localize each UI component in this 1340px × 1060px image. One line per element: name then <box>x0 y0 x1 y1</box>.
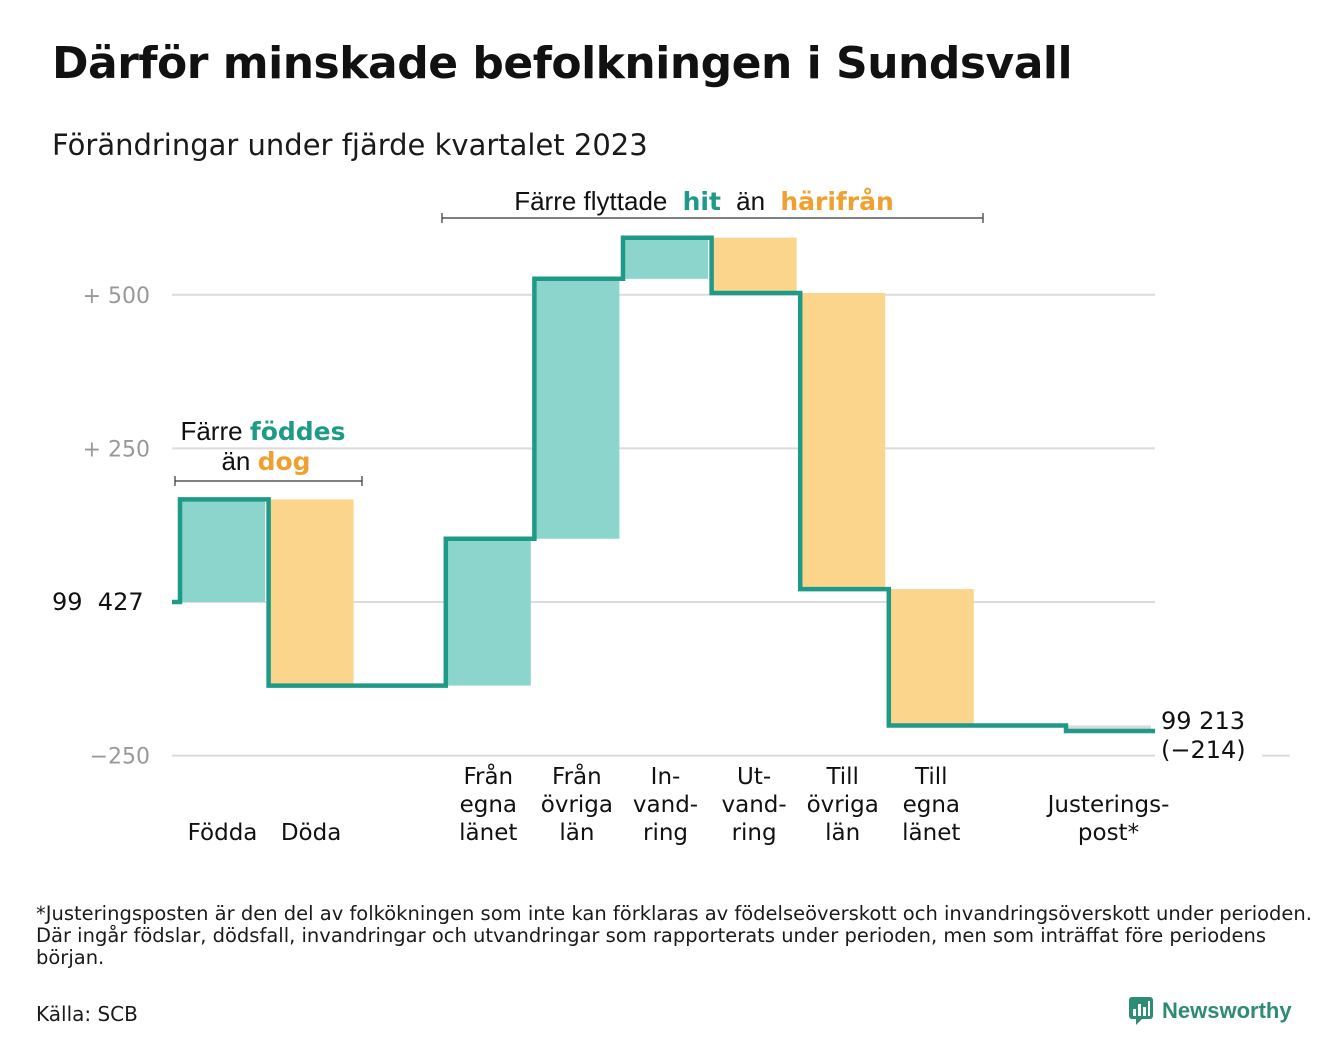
bar-10 <box>1066 725 1151 732</box>
category-label-3-1: egna <box>460 792 517 818</box>
category-label-8-0: Till <box>914 764 948 790</box>
category-label-6-2: ring <box>732 820 777 846</box>
bar-1 <box>268 499 354 686</box>
category-label-8-1: egna <box>903 792 960 818</box>
migration-annotation-orange: härifrån <box>780 187 893 216</box>
bar-8 <box>888 589 974 726</box>
source-label: Källa: SCB <box>36 1002 138 1026</box>
category-label-3-2: länet <box>459 820 517 846</box>
migration-annotation-prefix: Färre flyttade <box>514 186 667 216</box>
births-annotation-prefix: Färre <box>180 416 242 446</box>
bar-6 <box>711 237 797 293</box>
label-layer: Födda DödaFrånegnalänetFrånövrigalänIn-va… <box>188 762 1170 846</box>
category-label-7-0: Till <box>825 764 859 790</box>
bar-5 <box>623 237 708 279</box>
svg-text:Färre föddes: Färre föddes <box>180 416 345 446</box>
bar-7 <box>800 292 886 590</box>
category-label-8-2: länet <box>902 820 960 846</box>
line-layer <box>172 235 1155 734</box>
category-label-5-0: In- <box>651 764 681 790</box>
category-label-5-2: ring <box>643 820 688 846</box>
category-label-7-2: län <box>825 820 860 846</box>
births-deaths-annotation: Färre föddes än dog <box>174 416 363 486</box>
y-tick-label-1: + 250 <box>83 437 150 462</box>
y-tick-label-3: −250 <box>90 745 150 770</box>
category-label-6-1: vand- <box>722 792 787 818</box>
y-tick-label-0: + 500 <box>83 284 150 309</box>
page-title: Därför minskade befolkningen i Sundsvall <box>52 38 1073 89</box>
footnote: *Justeringsposten är den del av folkökni… <box>36 902 1312 969</box>
category-label-4-1: övriga <box>541 792 613 818</box>
svg-text:än dog: än dog <box>221 446 310 476</box>
tick-layer: + 500 + 250 −250 <box>83 284 150 770</box>
category-label-5-1: vand- <box>633 792 698 818</box>
migration-annotation-middle: än <box>736 186 765 216</box>
end-value-label: 99 213 <box>1161 707 1245 735</box>
category-label-10-0: Justerings- <box>1046 792 1170 818</box>
end-change-label: (−214) <box>1161 736 1246 764</box>
bar-4 <box>534 278 620 539</box>
bar-layer <box>180 237 1151 732</box>
cumulative-step-line <box>172 235 1155 734</box>
category-label-6-0: Ut- <box>737 764 771 790</box>
category-label-0-0: Födda <box>188 820 258 846</box>
waterfall-chart: + 500+ 250−250 Födda DödaFrånegnalänetFrå… <box>52 186 1290 846</box>
deaths-annotation-prefix: än <box>221 446 250 476</box>
bar-chart-logo-icon <box>1129 997 1153 1025</box>
category-label-4-0: Från <box>552 762 602 790</box>
category-label-7-1: övriga <box>807 792 879 818</box>
migration-annotation-green: hit <box>683 187 721 216</box>
deaths-annotation-orange: dog <box>258 447 311 476</box>
category-label-4-2: län <box>559 820 594 846</box>
bar-0 <box>180 499 265 602</box>
page-subtitle: Förändringar under fjärde kvartalet 2023 <box>52 128 648 162</box>
births-annotation-green: föddes <box>250 417 346 446</box>
start-value-label: 99 427 <box>52 588 144 616</box>
category-label-3-0: Från <box>463 762 513 790</box>
category-label-1-0: Döda <box>281 820 341 846</box>
category-label-10-1: post* <box>1078 820 1139 846</box>
brand-logo[interactable]: Newsworthy <box>1128 996 1292 1026</box>
migration-annotation: Färre flyttade hit än härifrån <box>441 186 984 223</box>
grid-layer <box>172 293 1290 757</box>
brand-name: Newsworthy <box>1162 998 1292 1023</box>
svg-text:Färre flyttade hit: Färre flyttade hit än härifrån <box>514 186 894 216</box>
bar-3 <box>445 538 531 686</box>
